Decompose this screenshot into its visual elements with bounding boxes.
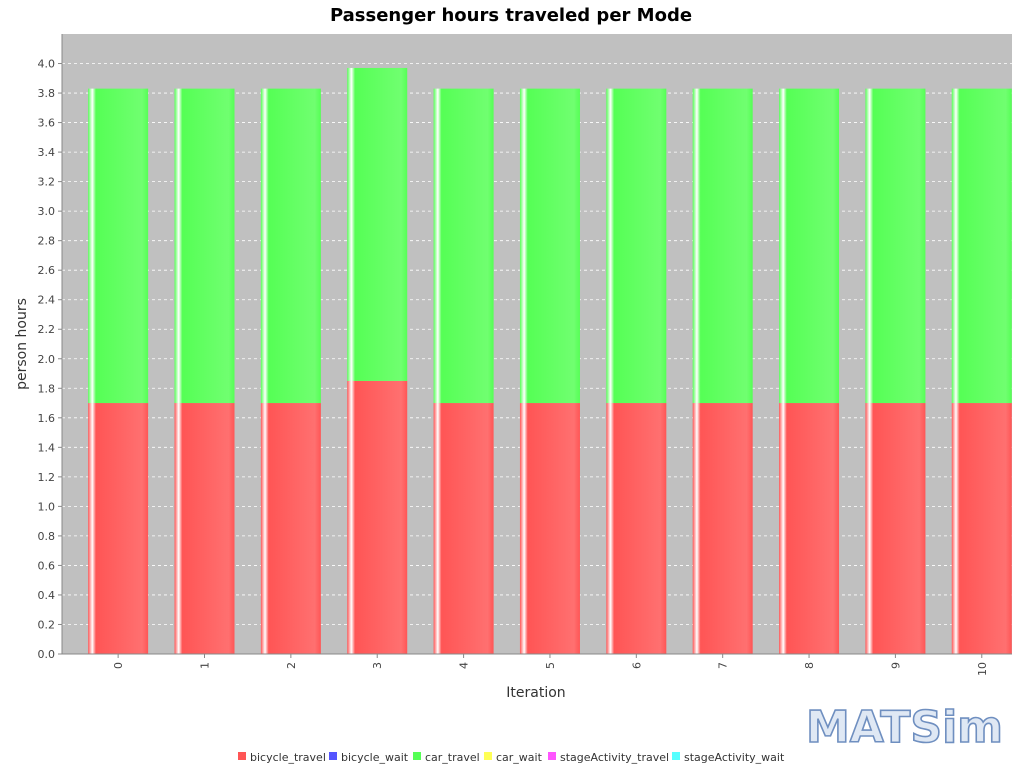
bar-segment-car-travel — [174, 88, 235, 404]
x-tick-label: 8 — [803, 662, 816, 669]
bar-segment-bicycle-travel — [260, 403, 321, 654]
legend-swatch — [329, 752, 337, 760]
bar-segment-car-travel — [433, 88, 494, 404]
y-tick-label: 2.0 — [38, 353, 56, 366]
y-tick-label: 2.8 — [38, 235, 56, 248]
x-tick-label: 5 — [544, 662, 557, 669]
legend-label: car_travel — [425, 751, 480, 764]
y-tick-label: 2.4 — [38, 294, 56, 307]
bar-segment-bicycle-travel — [951, 403, 1012, 654]
y-tick-label: 1.8 — [38, 382, 56, 395]
legend-label: stageActivity_wait — [684, 751, 785, 764]
y-tick-label: 3.6 — [38, 117, 56, 130]
y-tick-label: 0.4 — [38, 589, 56, 602]
bars — [88, 67, 1012, 654]
bar-segment-bicycle-travel — [174, 403, 235, 654]
x-tick-label: 4 — [458, 662, 471, 669]
bar-segment-bicycle-travel — [519, 403, 580, 654]
y-tick-label: 2.2 — [38, 323, 56, 336]
legend-label: car_wait — [496, 751, 543, 764]
bar-segment-car-travel — [88, 88, 149, 404]
bar-segment-bicycle-travel — [433, 403, 494, 654]
legend-swatch — [413, 752, 421, 760]
y-tick-label: 3.8 — [38, 87, 56, 100]
y-tick-label: 0.0 — [38, 648, 56, 661]
legend-label: bicycle_travel — [250, 751, 326, 764]
x-tick-label: 3 — [371, 662, 384, 669]
y-tick-label: 3.4 — [38, 146, 56, 159]
x-tick-label: 0 — [112, 662, 125, 669]
y-tick-label: 3.0 — [38, 205, 56, 218]
x-axis-ticks: 0 1 2 3 4 5 6 7 8 9 10 — [112, 654, 989, 676]
bar-segment-bicycle-travel — [865, 403, 926, 654]
x-tick-label: 10 — [976, 662, 989, 676]
bar-segment-car-travel — [692, 88, 753, 404]
y-tick-label: 0.6 — [38, 559, 56, 572]
chart-title: Passenger hours traveled per Mode — [330, 5, 692, 26]
y-axis-label: person hours — [14, 298, 30, 390]
y-tick-label: 1.2 — [38, 471, 56, 484]
bar-segment-car-travel — [347, 67, 408, 381]
bar-segment-car-travel — [606, 88, 667, 404]
bar-segment-car-travel — [951, 88, 1012, 404]
legend-swatch — [672, 752, 680, 760]
y-axis-ticks: 0.0 0.2 0.4 0.6 0.8 1.0 1.2 1.4 1.6 1.8 2.0 2.2 2.4 2… — [38, 58, 62, 661]
x-tick-label: 2 — [285, 662, 298, 669]
bar-segment-bicycle-travel — [88, 403, 149, 654]
y-tick-label: 0.8 — [38, 530, 56, 543]
bar-segment-bicycle-travel — [692, 403, 753, 654]
matsim-logo: MATSim — [806, 702, 1003, 753]
legend-label: stageActivity_travel — [560, 751, 669, 764]
y-tick-label: 4.0 — [38, 58, 56, 71]
bar-segment-car-travel — [865, 88, 926, 404]
bar-segment-car-travel — [519, 88, 580, 404]
legend: bicycle_travel bicycle_wait car_travel car_… — [238, 751, 785, 764]
x-tick-label: 7 — [717, 662, 730, 669]
x-tick-label: 6 — [630, 662, 643, 669]
y-tick-label: 3.2 — [38, 176, 56, 189]
bar-segment-bicycle-travel — [779, 403, 840, 654]
legend-swatch — [238, 752, 246, 760]
bar-segment-bicycle-travel — [347, 380, 408, 654]
legend-swatch — [548, 752, 556, 760]
legend-label: bicycle_wait — [341, 751, 409, 764]
bar-segment-car-travel — [260, 88, 321, 404]
y-tick-label: 1.6 — [38, 412, 56, 425]
y-tick-label: 1.0 — [38, 500, 56, 513]
y-tick-label: 1.4 — [38, 441, 56, 454]
x-tick-label: 9 — [889, 662, 902, 669]
bar-segment-bicycle-travel — [606, 403, 667, 654]
x-axis-label: Iteration — [506, 685, 565, 701]
y-tick-label: 0.2 — [38, 618, 56, 631]
x-tick-label: 1 — [199, 662, 212, 669]
legend-swatch — [484, 752, 492, 760]
y-tick-label: 2.6 — [38, 264, 56, 277]
bar-segment-car-travel — [779, 88, 840, 404]
